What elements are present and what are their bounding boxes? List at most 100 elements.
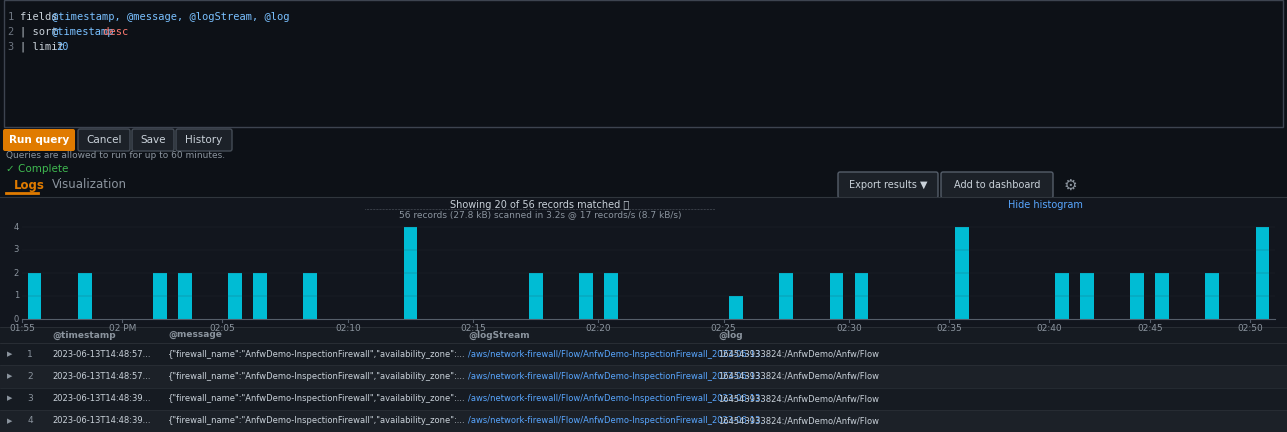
FancyBboxPatch shape — [0, 410, 1287, 432]
Bar — [604, 273, 618, 319]
Text: @timestamp: @timestamp — [51, 27, 115, 37]
FancyBboxPatch shape — [0, 197, 1287, 327]
Text: 2: 2 — [14, 269, 19, 277]
Text: {"firewall_name":"AnfwDemo-InspectionFirewall","availability_zone":...: {"firewall_name":"AnfwDemo-InspectionFir… — [169, 394, 466, 403]
Text: 2023-06-13T14:48:39...: 2023-06-13T14:48:39... — [51, 394, 151, 403]
FancyBboxPatch shape — [4, 0, 1283, 127]
Text: {"firewall_name":"AnfwDemo-InspectionFirewall","availability_zone":...: {"firewall_name":"AnfwDemo-InspectionFir… — [169, 372, 466, 381]
FancyBboxPatch shape — [0, 343, 1287, 365]
Text: ▶: ▶ — [8, 351, 13, 357]
Text: Export results ▼: Export results ▼ — [848, 180, 927, 190]
Text: 02:45: 02:45 — [1136, 324, 1162, 333]
Text: 2023-06-13T14:48:57...: 2023-06-13T14:48:57... — [51, 372, 151, 381]
Bar — [730, 296, 743, 319]
FancyBboxPatch shape — [133, 129, 174, 151]
FancyBboxPatch shape — [79, 129, 130, 151]
Text: 02 PM: 02 PM — [108, 324, 136, 333]
Bar — [1256, 227, 1269, 319]
Text: 1: 1 — [14, 292, 19, 301]
Text: 3: 3 — [14, 245, 19, 254]
Text: | limit: | limit — [21, 42, 69, 52]
Text: 0: 0 — [14, 314, 19, 324]
Text: /aws/network-firewall/Flow/AnfwDemo-InspectionFirewall_2023-06-13...: /aws/network-firewall/Flow/AnfwDemo-Insp… — [468, 372, 768, 381]
Text: 01:55: 01:55 — [9, 324, 35, 333]
Text: ✓ Complete: ✓ Complete — [6, 164, 68, 174]
Text: 02:05: 02:05 — [210, 324, 236, 333]
Text: @timestamp: @timestamp — [51, 330, 116, 340]
Text: 2: 2 — [8, 27, 14, 37]
Text: ▶: ▶ — [8, 373, 13, 379]
Bar — [178, 273, 192, 319]
Text: 164543933824:/AnfwDemo/Anfw/Flow: 164543933824:/AnfwDemo/Anfw/Flow — [718, 372, 879, 381]
Bar — [1055, 273, 1069, 319]
Bar — [830, 273, 843, 319]
Text: 2023-06-13T14:48:57...: 2023-06-13T14:48:57... — [51, 349, 151, 359]
Text: ⚙: ⚙ — [1063, 178, 1077, 193]
Text: 2: 2 — [27, 372, 32, 381]
Text: @log: @log — [718, 330, 743, 340]
FancyBboxPatch shape — [0, 388, 1287, 410]
Text: 02:30: 02:30 — [837, 324, 862, 333]
Bar — [955, 227, 969, 319]
Text: 56 records (27.8 kB) scanned in 3.2s @ 17 records/s (8.7 kB/s): 56 records (27.8 kB) scanned in 3.2s @ 1… — [399, 210, 681, 219]
Text: /aws/network-firewall/Flow/AnfwDemo-InspectionFirewall_2023-06-13...: /aws/network-firewall/Flow/AnfwDemo-Insp… — [468, 349, 768, 359]
Text: @message: @message — [169, 330, 221, 340]
Text: 3: 3 — [27, 394, 33, 403]
Text: Logs: Logs — [14, 178, 45, 191]
Text: @timestamp, @message, @logStream, @log: @timestamp, @message, @logStream, @log — [51, 12, 290, 22]
Text: 02:15: 02:15 — [461, 324, 486, 333]
Bar — [228, 273, 242, 319]
Text: ▶: ▶ — [8, 418, 13, 424]
Text: 20: 20 — [57, 42, 69, 52]
Text: Add to dashboard: Add to dashboard — [954, 180, 1040, 190]
Bar — [1130, 273, 1144, 319]
FancyBboxPatch shape — [3, 129, 75, 151]
Bar — [855, 273, 869, 319]
Text: History: History — [185, 135, 223, 145]
Text: 164543933824:/AnfwDemo/Anfw/Flow: 164543933824:/AnfwDemo/Anfw/Flow — [718, 349, 879, 359]
Text: Queries are allowed to run for up to 60 minutes.: Queries are allowed to run for up to 60 … — [6, 150, 225, 159]
Text: 4: 4 — [27, 416, 32, 426]
Bar — [579, 273, 593, 319]
FancyBboxPatch shape — [0, 327, 1287, 343]
Text: fields: fields — [21, 12, 64, 22]
Text: 164543933824:/AnfwDemo/Anfw/Flow: 164543933824:/AnfwDemo/Anfw/Flow — [718, 416, 879, 426]
Text: Cancel: Cancel — [86, 135, 122, 145]
Text: 02:25: 02:25 — [710, 324, 736, 333]
Bar — [780, 273, 793, 319]
Text: @logStream: @logStream — [468, 330, 530, 340]
Bar — [404, 227, 417, 319]
Text: Hide histogram: Hide histogram — [1008, 200, 1082, 210]
Text: desc: desc — [98, 27, 129, 37]
Text: 3: 3 — [8, 42, 14, 52]
Bar — [304, 273, 317, 319]
Bar — [1080, 273, 1094, 319]
Text: 02:20: 02:20 — [586, 324, 611, 333]
Text: {"firewall_name":"AnfwDemo-InspectionFirewall","availability_zone":...: {"firewall_name":"AnfwDemo-InspectionFir… — [169, 416, 466, 426]
Bar — [27, 273, 41, 319]
Text: Save: Save — [140, 135, 166, 145]
FancyBboxPatch shape — [838, 172, 938, 198]
Bar — [153, 273, 167, 319]
Text: 02:35: 02:35 — [937, 324, 963, 333]
Bar — [529, 273, 543, 319]
Text: Showing 20 of 56 records matched ⓘ: Showing 20 of 56 records matched ⓘ — [450, 200, 629, 210]
Text: /aws/network-firewall/Flow/AnfwDemo-InspectionFirewall_2023-06-13...: /aws/network-firewall/Flow/AnfwDemo-Insp… — [468, 394, 768, 403]
Text: 164543933824:/AnfwDemo/Anfw/Flow: 164543933824:/AnfwDemo/Anfw/Flow — [718, 394, 879, 403]
Text: Run query: Run query — [9, 135, 69, 145]
Text: 02:50: 02:50 — [1237, 324, 1263, 333]
Text: Visualization: Visualization — [51, 178, 127, 191]
FancyBboxPatch shape — [941, 172, 1053, 198]
Text: {"firewall_name":"AnfwDemo-InspectionFirewall","availability_zone":...: {"firewall_name":"AnfwDemo-InspectionFir… — [169, 349, 466, 359]
Text: 4: 4 — [14, 222, 19, 232]
Text: 1: 1 — [8, 12, 14, 22]
Bar — [1206, 273, 1219, 319]
Text: 02:40: 02:40 — [1036, 324, 1062, 333]
Text: 02:10: 02:10 — [335, 324, 360, 333]
Text: ▶: ▶ — [8, 396, 13, 402]
Text: | sort: | sort — [21, 27, 64, 37]
Text: 2023-06-13T14:48:39...: 2023-06-13T14:48:39... — [51, 416, 151, 426]
FancyBboxPatch shape — [176, 129, 232, 151]
Text: 1: 1 — [27, 349, 33, 359]
Text: /aws/network-firewall/Flow/AnfwDemo-InspectionFirewall_2023-06-13...: /aws/network-firewall/Flow/AnfwDemo-Insp… — [468, 416, 768, 426]
